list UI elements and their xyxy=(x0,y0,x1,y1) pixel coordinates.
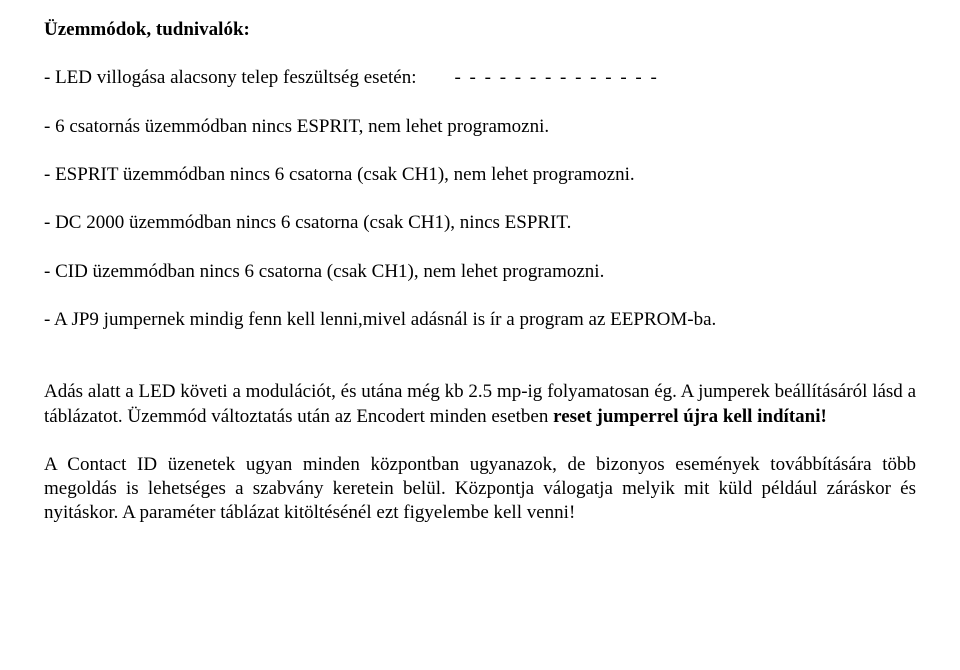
para-6ch: - 6 csatornás üzemmódban nincs ESPRIT, n… xyxy=(44,115,916,139)
para-cid: - CID üzemmódban nincs 6 csatorna (csak … xyxy=(44,260,916,284)
para-esprit: - ESPRIT üzemmódban nincs 6 csatorna (cs… xyxy=(44,163,916,187)
dash-pattern: - - - - - - - - - - - - - - xyxy=(454,66,658,90)
para-jp9: - A JP9 jumpernek mindig fenn kell lenni… xyxy=(44,308,916,332)
led-line: - LED villogása alacsony telep feszültsé… xyxy=(44,66,916,90)
document-page: Üzemmódok, tudnivalók: - LED villogása a… xyxy=(0,0,960,526)
title-heading: Üzemmódok, tudnivalók: xyxy=(44,18,916,42)
para-contact-id: A Contact ID üzenetek ugyan minden közpo… xyxy=(44,453,916,526)
led-intro-text: - LED villogása alacsony telep feszültsé… xyxy=(44,66,416,90)
para-led-mod: Adás alatt a LED követi a modulációt, és… xyxy=(44,380,916,429)
para-led-mod-c: reset jumperrel újra kell indítani! xyxy=(553,406,827,427)
para-led-mod-a: Adás alatt a LED követi a modulációt, és… xyxy=(44,381,677,402)
para-dc2000: - DC 2000 üzemmódban nincs 6 csatorna (c… xyxy=(44,211,916,235)
